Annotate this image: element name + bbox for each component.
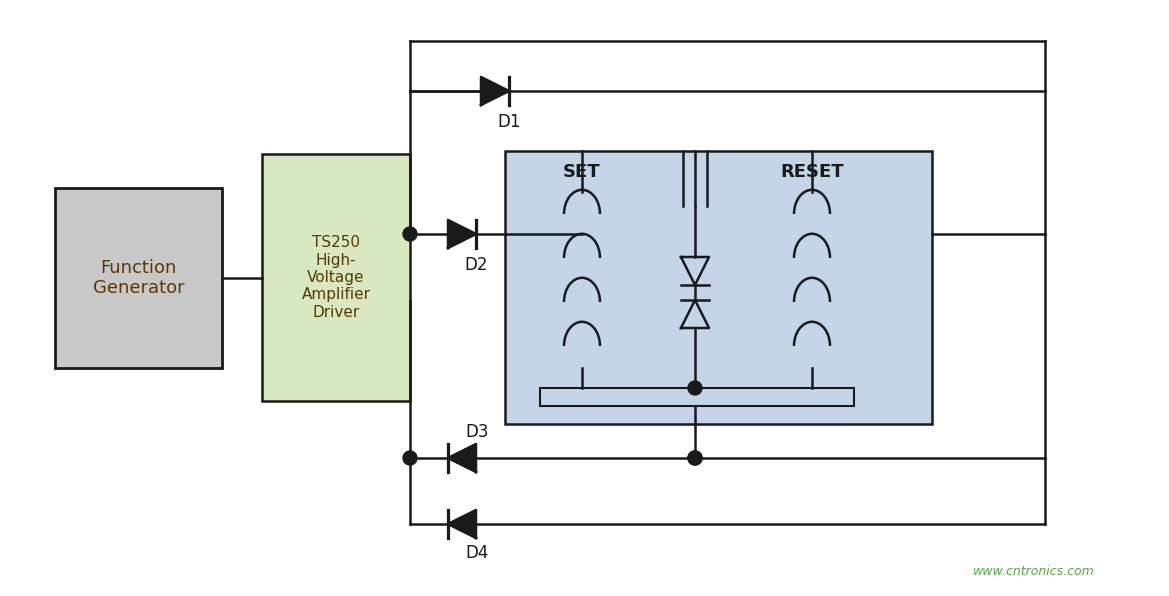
Text: D4: D4 — [465, 544, 489, 562]
Bar — [55, 188, 222, 368]
Circle shape — [689, 381, 703, 395]
Polygon shape — [448, 220, 476, 248]
Circle shape — [689, 451, 703, 465]
Text: D1: D1 — [497, 113, 520, 131]
Polygon shape — [448, 444, 476, 472]
Text: D2: D2 — [464, 256, 487, 274]
Polygon shape — [480, 77, 509, 105]
Bar — [505, 151, 932, 424]
Text: Function
Generator: Function Generator — [92, 259, 185, 297]
Text: www.cntronics.com: www.cntronics.com — [974, 565, 1095, 578]
Bar — [540, 388, 855, 406]
Text: TS250
High-
Voltage
Amplifier
Driver: TS250 High- Voltage Amplifier Driver — [302, 235, 371, 320]
Text: RESET: RESET — [780, 163, 844, 181]
Text: SET: SET — [563, 163, 601, 181]
Circle shape — [689, 451, 703, 465]
Bar — [262, 154, 410, 401]
Polygon shape — [448, 510, 476, 538]
Circle shape — [403, 227, 417, 241]
Text: D3: D3 — [465, 423, 489, 441]
Circle shape — [403, 451, 417, 465]
